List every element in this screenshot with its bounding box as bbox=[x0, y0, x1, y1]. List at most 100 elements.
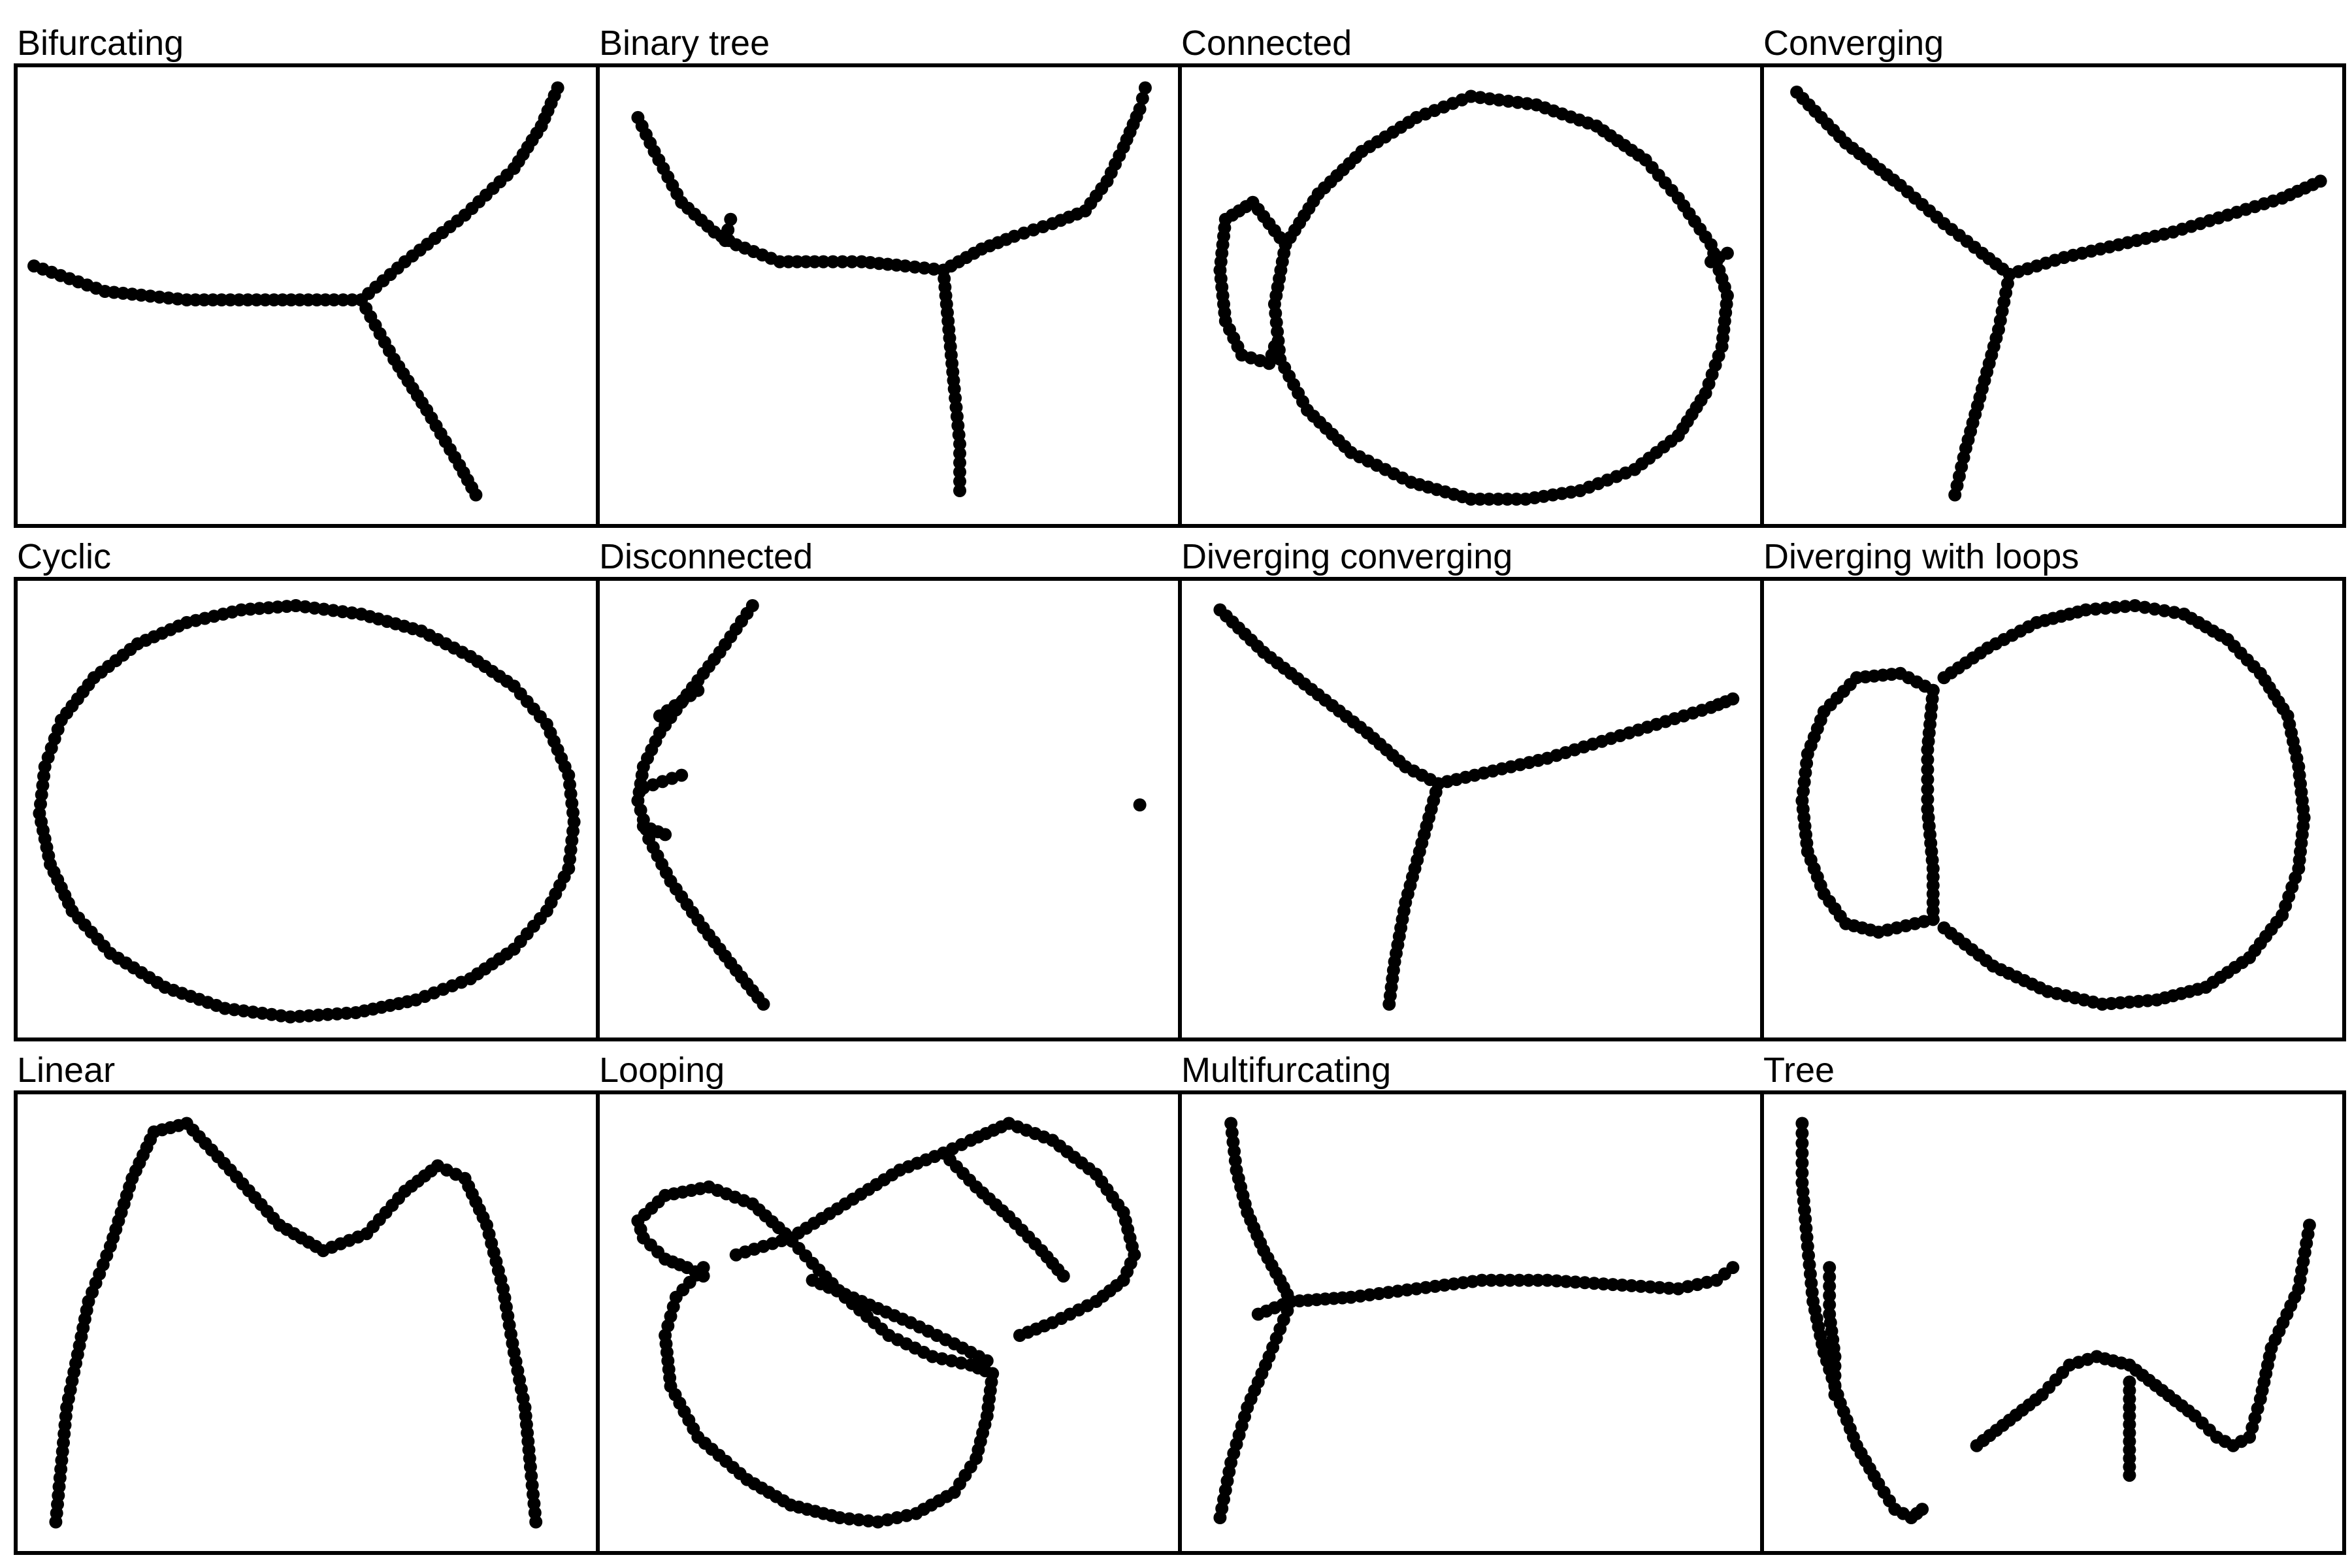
panel-title: Converging bbox=[1763, 24, 1944, 63]
data-point bbox=[349, 1006, 363, 1019]
panel-converging: Converging bbox=[1760, 24, 2346, 528]
series-2 bbox=[355, 293, 483, 502]
panel-diverging-converging: Diverging converging bbox=[1178, 537, 1764, 1041]
series-2 bbox=[1970, 1218, 2316, 1452]
data-point bbox=[1569, 1275, 1582, 1289]
series-1 bbox=[1823, 1261, 1842, 1401]
data-point bbox=[469, 488, 483, 502]
data-point bbox=[696, 1269, 710, 1283]
data-point bbox=[1560, 1275, 1573, 1288]
data-point bbox=[1921, 792, 1935, 806]
data-point bbox=[953, 456, 966, 470]
panel-title: Binary tree bbox=[599, 24, 770, 63]
data-point bbox=[1213, 1511, 1227, 1524]
data-point bbox=[1522, 1273, 1535, 1287]
panel-frame bbox=[596, 63, 1182, 528]
data-point bbox=[1503, 1273, 1517, 1287]
data-point bbox=[2128, 599, 2142, 612]
series-0 bbox=[1795, 1117, 1929, 1524]
data-point bbox=[1510, 493, 1524, 506]
panel-title: Diverging with loops bbox=[1763, 537, 2079, 576]
series-0 bbox=[1213, 603, 1445, 791]
data-point bbox=[1726, 1261, 1740, 1275]
data-point bbox=[1578, 1276, 1592, 1290]
series-4 bbox=[1133, 798, 1147, 811]
panel-title: Linear bbox=[17, 1051, 115, 1090]
data-point bbox=[908, 260, 922, 274]
data-point bbox=[1484, 1273, 1498, 1287]
data-point bbox=[1828, 1360, 1842, 1373]
panel-looping: Looping bbox=[596, 1051, 1182, 1555]
series-2 bbox=[729, 1117, 1141, 1342]
data-point bbox=[852, 1513, 866, 1527]
data-point bbox=[953, 437, 966, 451]
data-point bbox=[340, 1006, 353, 1020]
data-point bbox=[953, 446, 966, 460]
panel-frame bbox=[1178, 63, 1764, 528]
data-point bbox=[1597, 1277, 1610, 1291]
data-point bbox=[2148, 602, 2161, 616]
data-point bbox=[302, 1009, 316, 1022]
panel-binary-tree: Binary tree bbox=[596, 24, 1182, 528]
data-point bbox=[1541, 1273, 1554, 1287]
panel-frame bbox=[1178, 1090, 1764, 1555]
data-point bbox=[346, 293, 359, 306]
data-point bbox=[1382, 998, 1396, 1011]
panel-tree: Tree bbox=[1760, 1051, 2346, 1555]
series-2 bbox=[937, 263, 966, 497]
data-point bbox=[1916, 1503, 1929, 1516]
data-point bbox=[1643, 1280, 1657, 1294]
data-point bbox=[2157, 604, 2171, 617]
data-point bbox=[1921, 783, 1935, 796]
data-point bbox=[1494, 1273, 1507, 1287]
series-2 bbox=[1213, 1295, 1298, 1524]
panel-frame bbox=[14, 577, 600, 1041]
data-point bbox=[927, 262, 941, 276]
data-point bbox=[1267, 340, 1281, 353]
series-0 bbox=[631, 1180, 1000, 1529]
panel-frame bbox=[596, 577, 1182, 1041]
data-point bbox=[1948, 488, 1962, 502]
data-point bbox=[1823, 1270, 1837, 1284]
data-point bbox=[1937, 921, 1951, 935]
panel-title: Tree bbox=[1763, 1051, 1835, 1090]
data-point bbox=[2302, 1218, 2316, 1232]
series-1 bbox=[1284, 1261, 1740, 1308]
series-0 bbox=[27, 259, 368, 306]
data-point bbox=[1473, 493, 1487, 506]
series-2 bbox=[1795, 666, 1940, 939]
data-point bbox=[1926, 683, 1940, 697]
panel-cyclic: Cyclic bbox=[14, 537, 600, 1041]
series-2 bbox=[1704, 246, 1734, 269]
panel-frame bbox=[1760, 577, 2346, 1041]
data-point bbox=[1828, 1350, 1842, 1364]
data-point bbox=[289, 599, 302, 612]
data-point bbox=[1921, 773, 1935, 787]
data-point bbox=[2313, 174, 2327, 188]
data-point bbox=[1133, 798, 1147, 811]
data-point bbox=[953, 465, 966, 479]
panel-connected: Connected bbox=[1178, 24, 1764, 528]
data-point bbox=[1013, 1329, 1026, 1342]
data-point bbox=[953, 474, 966, 488]
data-point bbox=[1795, 1166, 1809, 1180]
panel-frame bbox=[1760, 1090, 2346, 1555]
data-point bbox=[2089, 602, 2102, 616]
series-2 bbox=[1948, 268, 2016, 502]
data-point bbox=[336, 293, 350, 306]
data-point bbox=[719, 234, 732, 248]
data-point bbox=[1828, 1388, 1842, 1401]
series-1 bbox=[1921, 683, 1940, 926]
series-3 bbox=[719, 212, 738, 248]
data-point bbox=[1482, 493, 1496, 506]
series-0 bbox=[631, 110, 950, 277]
data-point bbox=[1795, 1117, 1809, 1130]
series-3 bbox=[1251, 1295, 1298, 1321]
data-point bbox=[321, 1007, 335, 1021]
data-point bbox=[1606, 1278, 1620, 1292]
series-1 bbox=[2002, 174, 2327, 281]
data-point bbox=[836, 255, 849, 269]
panel-title: Multifurcating bbox=[1181, 1051, 1391, 1090]
panel-diverging-with-loops: Diverging with loops bbox=[1760, 537, 2346, 1041]
